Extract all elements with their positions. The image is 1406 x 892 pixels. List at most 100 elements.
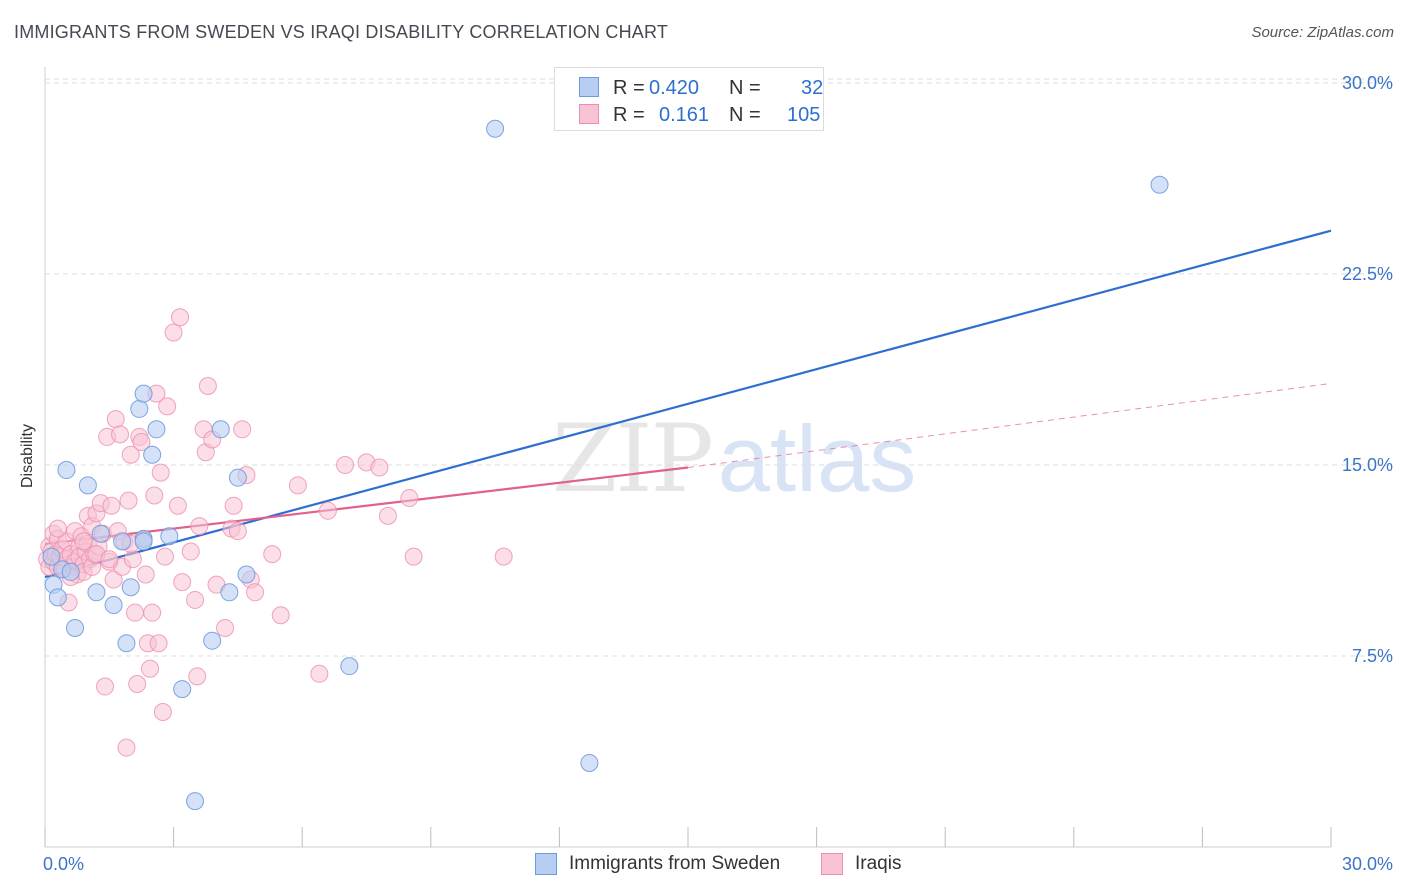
iraqi-point [145,486,164,505]
iraqi-point [153,703,172,722]
iraqi-point [288,476,307,495]
iraqi-point [186,590,205,609]
bottom-legend-swatch-iraqi [821,853,843,875]
iraqi-point [136,565,155,584]
y-axis-label: Disability [19,423,36,489]
bottom-legend-label-sweden: Immigrants from Sweden [569,853,781,874]
iraqi-point [96,677,115,696]
data-points [38,119,1169,811]
iraqi-point [263,545,282,564]
sweden-point [87,583,106,602]
iraqi-point [141,659,160,678]
legend-r-label: R = [613,104,645,126]
sweden-point [113,532,132,551]
iraqi-point [246,583,265,602]
sweden-point [117,634,136,653]
sweden-point [340,657,359,676]
sweden-point [104,596,123,615]
sweden-point [66,618,85,637]
sweden-point [1150,175,1169,194]
legend-r-value: 0.420 [649,77,700,99]
sweden-point [121,578,140,597]
sweden-point [134,532,153,551]
iraqi-point [143,603,162,622]
iraqi-point [318,501,337,520]
y-tick-label: 30.0% [1342,73,1393,93]
sweden-point [173,680,192,699]
sweden-point [78,476,97,495]
iraqi-point [173,573,192,592]
legend-n-label: N = [729,77,761,99]
iraqi-point [100,550,119,569]
sweden-point [203,631,222,650]
sweden-point [61,562,80,581]
legend-swatch-iraqi [579,104,599,124]
sweden-point [57,461,76,480]
legend-n-label: N = [729,104,761,126]
iraqi-point [151,463,170,482]
bottom-legend-swatch-sweden [535,853,557,875]
sweden-point [186,792,205,811]
iraqi-point [494,547,513,566]
sweden-point [48,588,67,607]
sweden-point [580,753,599,772]
sweden-point [130,399,149,418]
iraqi-point [104,570,123,589]
axes [44,67,1332,848]
iraqi-point [188,667,207,686]
sweden-point [237,565,256,584]
iraqi-point [168,496,187,515]
iraqi-trend-line [44,466,689,545]
x-tick-labels: 0.0% 30.0% [43,854,1393,874]
iraqi-point [310,664,329,683]
iraqi-point [121,445,140,464]
iraqi-point [158,397,177,416]
iraqi-point [228,522,247,541]
iraqi-point [164,323,183,342]
iraqi-point [216,618,235,637]
trend-lines [44,229,1332,579]
sweden-point [160,527,179,546]
iraqi-point [404,547,423,566]
sweden-point [220,583,239,602]
legend-n-value: 32 [801,77,824,99]
iraqi-point [370,458,389,477]
legend-n-value: 105 [787,104,821,126]
y-tick-label: 15.0% [1342,455,1393,475]
bottom-legend-label-iraqi: Iraqis [855,853,902,874]
correlation-legend: R = 0.420 N = 32 R = 0.161 N = 105 [554,67,824,131]
watermark: ZIPatlas [552,405,916,514]
iraqi-point [106,410,125,429]
iraqi-point [132,433,151,452]
iraqi-point [123,550,142,569]
iraqi-trend-extension [687,382,1332,468]
chart-title: IMMIGRANTS FROM SWEDEN VS IRAQI DISABILI… [14,22,669,42]
iraqi-point [128,674,147,693]
iraqi-point [181,542,200,561]
sweden-point [147,420,166,439]
iraqi-point [74,532,93,551]
sweden-point [486,119,505,138]
iraqi-point [171,308,190,327]
iraqi-point [400,489,419,508]
y-tick-labels: 7.5% 15.0% 22.5% 30.0% [1342,73,1393,666]
iraqi-point [190,517,209,536]
iraqi-point [149,634,168,653]
watermark-zip: ZIP [552,405,714,514]
iraqi-point [378,506,397,525]
iraqi-point [117,738,136,757]
sweden-point [228,468,247,487]
legend-r-value: 0.161 [659,104,710,126]
iraqi-point [119,491,138,510]
watermark-atlas: atlas [717,406,917,511]
sweden-point [134,384,153,403]
iraqi-point [224,496,243,515]
iraqi-point [48,519,67,538]
x-tick-label-min: 0.0% [43,854,84,874]
iraqi-point [233,420,252,439]
legend-r-label: R = [613,77,645,99]
iraqi-point [336,455,355,474]
sweden-point [91,524,110,543]
y-tick-label: 22.5% [1342,264,1393,284]
